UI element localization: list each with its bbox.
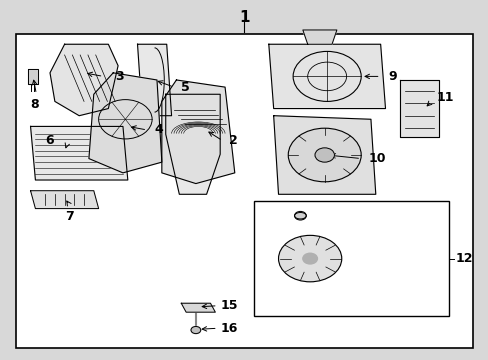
Polygon shape: [30, 191, 99, 208]
Polygon shape: [162, 80, 234, 184]
Polygon shape: [30, 126, 127, 180]
Text: 10: 10: [368, 152, 385, 165]
Text: 7: 7: [65, 210, 74, 223]
Text: 12: 12: [455, 252, 472, 265]
Polygon shape: [302, 30, 336, 44]
Polygon shape: [50, 44, 118, 116]
Bar: [16, 33, 472, 348]
Polygon shape: [273, 116, 375, 194]
Circle shape: [287, 128, 361, 182]
Circle shape: [294, 211, 305, 220]
Circle shape: [191, 327, 201, 334]
Polygon shape: [181, 303, 215, 312]
Text: 4: 4: [154, 123, 163, 136]
Text: 2: 2: [228, 134, 237, 147]
Text: 14: 14: [348, 263, 366, 276]
Polygon shape: [137, 44, 171, 116]
Circle shape: [278, 235, 341, 282]
Bar: [254, 202, 448, 316]
Text: 1: 1: [239, 10, 249, 25]
Polygon shape: [399, 80, 438, 137]
Circle shape: [314, 148, 334, 162]
Polygon shape: [165, 94, 220, 194]
Polygon shape: [89, 73, 162, 173]
Text: 13: 13: [339, 209, 356, 222]
Text: 8: 8: [30, 98, 39, 111]
Text: 3: 3: [116, 70, 124, 83]
Text: 9: 9: [387, 70, 396, 83]
Text: 11: 11: [436, 91, 453, 104]
Text: 16: 16: [220, 322, 237, 335]
Text: 6: 6: [45, 134, 54, 147]
Polygon shape: [28, 69, 38, 84]
Polygon shape: [268, 44, 385, 109]
Text: 15: 15: [220, 299, 237, 312]
Text: 5: 5: [181, 81, 190, 94]
Circle shape: [302, 253, 317, 264]
